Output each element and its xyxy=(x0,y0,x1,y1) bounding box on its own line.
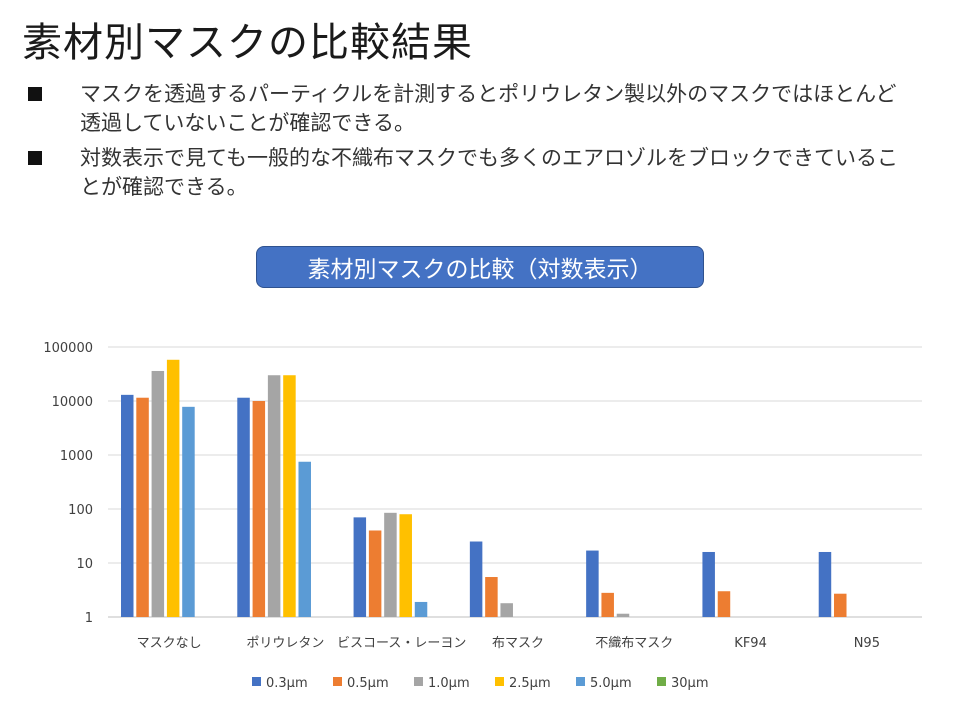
slide-title: 素材別マスクの比較結果 xyxy=(22,20,473,66)
bullet-text: 対数表示で見ても一般的な不織布マスクでも多くのエアロゾルをブロックできていること… xyxy=(80,146,898,199)
bullet-list: マスクを透過するパーティクルを計測するとポリウレタン製以外のマスクではほとんど透… xyxy=(28,80,908,208)
bar xyxy=(616,613,630,617)
bar xyxy=(267,375,281,617)
bar xyxy=(353,517,367,617)
y-tick-label: 1000 xyxy=(60,449,93,464)
bullet-item: マスクを透過するパーティクルを計測するとポリウレタン製以外のマスクではほとんど透… xyxy=(28,80,908,138)
bar xyxy=(182,406,195,617)
legend-swatch xyxy=(414,677,423,686)
y-tick-label: 100000 xyxy=(43,341,93,356)
x-category-label: 不織布マスク xyxy=(595,636,673,651)
y-tick-label: 1 xyxy=(85,611,93,626)
bar xyxy=(298,461,311,617)
bar xyxy=(368,530,382,617)
bar xyxy=(717,591,731,617)
bar xyxy=(136,397,149,617)
legend-label: 1.0μm xyxy=(428,676,470,691)
x-category-label: N95 xyxy=(854,636,880,651)
square-bullet-icon xyxy=(28,151,42,165)
bullet-item: 対数表示で見ても一般的な不織布マスクでも多くのエアロゾルをブロックできていること… xyxy=(28,144,908,202)
bar xyxy=(166,359,180,617)
bar xyxy=(237,397,250,617)
y-tick-label: 100 xyxy=(68,503,93,518)
y-tick-label: 10 xyxy=(76,557,93,572)
bar xyxy=(414,601,428,617)
legend-label: 0.5μm xyxy=(347,676,389,691)
bar xyxy=(399,514,412,617)
bar xyxy=(252,401,266,617)
legend-swatch xyxy=(576,677,585,686)
bullet-text: マスクを透過するパーティクルを計測するとポリウレタン製以外のマスクではほとんど透… xyxy=(80,82,897,135)
legend-label: 5.0μm xyxy=(590,676,632,691)
x-category-label: マスクなし xyxy=(137,636,202,651)
bar xyxy=(834,593,847,617)
y-tick-label: 10000 xyxy=(52,395,93,410)
legend-label: 0.3μm xyxy=(266,676,308,691)
bar xyxy=(283,375,296,617)
x-category-label: ビスコース・レーヨン xyxy=(337,636,466,651)
bar xyxy=(586,550,599,617)
chart-title: 素材別マスクの比較（対数表示） xyxy=(256,246,704,288)
bar xyxy=(702,551,715,617)
bar xyxy=(151,370,165,617)
bar xyxy=(818,551,832,617)
bar xyxy=(121,394,134,617)
bar xyxy=(384,512,397,617)
legend-swatch xyxy=(333,677,342,686)
legend-swatch xyxy=(252,677,261,686)
x-category-label: ポリウレタン xyxy=(246,636,324,651)
bar xyxy=(500,603,513,617)
legend-swatch xyxy=(495,677,504,686)
bar xyxy=(485,577,498,617)
x-category-label: KF94 xyxy=(734,636,767,651)
square-bullet-icon xyxy=(28,87,42,101)
bar xyxy=(469,541,483,617)
legend-swatch xyxy=(657,677,666,686)
legend-label: 2.5μm xyxy=(509,676,551,691)
x-category-label: 布マスク xyxy=(492,636,544,651)
bar xyxy=(601,592,614,617)
legend-label: 30μm xyxy=(671,676,708,691)
